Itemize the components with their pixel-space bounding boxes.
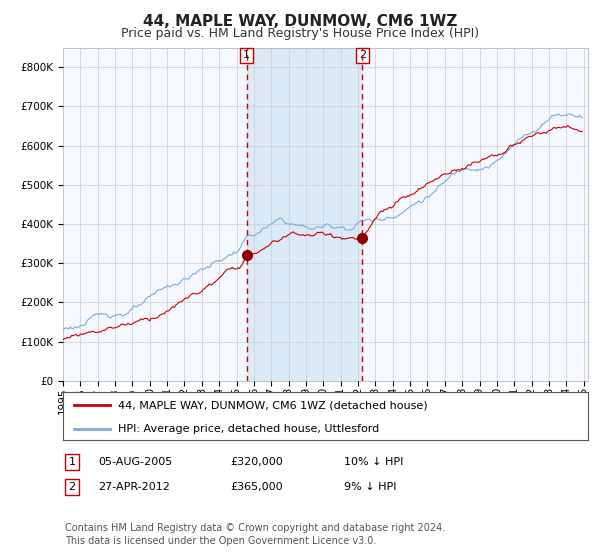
Text: £365,000: £365,000 [230, 482, 283, 492]
Text: 2: 2 [68, 482, 76, 492]
Text: 10% ↓ HPI: 10% ↓ HPI [344, 457, 403, 467]
Text: HPI: Average price, detached house, Uttlesford: HPI: Average price, detached house, Uttl… [118, 424, 379, 434]
Text: Contains HM Land Registry data © Crown copyright and database right 2024.
This d: Contains HM Land Registry data © Crown c… [65, 523, 445, 546]
Text: Price paid vs. HM Land Registry's House Price Index (HPI): Price paid vs. HM Land Registry's House … [121, 27, 479, 40]
Text: 44, MAPLE WAY, DUNMOW, CM6 1WZ: 44, MAPLE WAY, DUNMOW, CM6 1WZ [143, 14, 457, 29]
Text: 05-AUG-2005: 05-AUG-2005 [98, 457, 172, 467]
Text: 1: 1 [68, 457, 76, 467]
Text: 2: 2 [359, 50, 366, 60]
Text: 44, MAPLE WAY, DUNMOW, CM6 1WZ (detached house): 44, MAPLE WAY, DUNMOW, CM6 1WZ (detached… [118, 400, 428, 410]
Text: £320,000: £320,000 [230, 457, 283, 467]
Bar [247, 48, 362, 381]
Text: 27-APR-2012: 27-APR-2012 [98, 482, 170, 492]
Text: 9% ↓ HPI: 9% ↓ HPI [344, 482, 397, 492]
Text: 1: 1 [243, 50, 250, 60]
